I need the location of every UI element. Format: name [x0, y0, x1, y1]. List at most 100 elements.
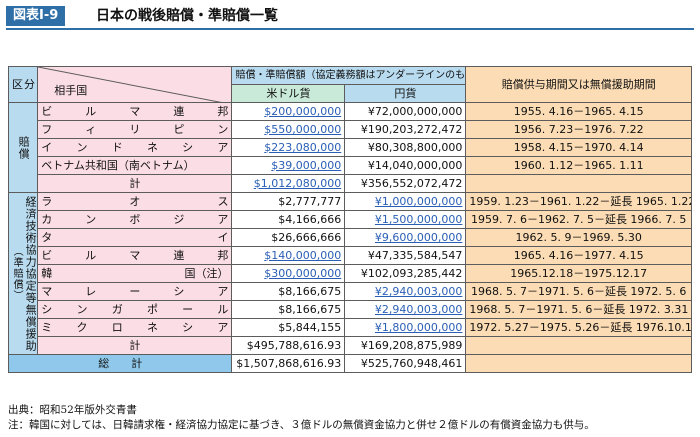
- usd-cell: $8,166,675: [231, 300, 346, 319]
- reparations-table: 区分 相手国 賠償・準賠償額（協定義務額はアンダーラインのもの） 賠償供与期間又は無償…: [7, 66, 692, 373]
- country-char: ビ: [41, 105, 53, 118]
- country-char: ィ: [85, 123, 97, 136]
- period-cell: 1965. 4.16－1977. 4.15: [465, 246, 692, 265]
- usd-cell-value: $300,000,000: [264, 267, 342, 280]
- subtotal-label: 計: [37, 174, 233, 193]
- country-header-label: 相手国: [54, 84, 88, 97]
- country-char: ロ: [111, 321, 123, 334]
- country-name: ベトナム共和国（南ベトナム）: [41, 158, 228, 174]
- yen-cell-value: ¥1,500,000,000: [374, 213, 463, 226]
- usd-cell: $8,166,675: [231, 282, 346, 301]
- country-char: ミ: [41, 321, 53, 334]
- country-char: ア: [217, 213, 229, 226]
- table-row: イ ン ド ネ シ ア $223,080,000 ¥80,308,800,000 1958. 4…: [9, 138, 692, 157]
- country-char: ン: [76, 303, 88, 316]
- group2-division-label-box: 経済技術協力協定等無償援助 （準賠償）: [11, 195, 38, 352]
- grand-total-period-empty: [465, 354, 692, 373]
- period-cell: 1962. 5. 9－1969. 5.30: [465, 228, 692, 247]
- country-char: マ: [41, 285, 53, 298]
- usd-cell: $26,666,666: [231, 228, 346, 247]
- period-cell: 1959. 7. 6－1962. 7. 5－延長 1966. 7. 5: [465, 210, 692, 229]
- yen-header: 円貨: [344, 84, 467, 103]
- country-char: ン: [76, 141, 88, 154]
- country-char: 邦: [217, 249, 229, 262]
- table-row: ベトナム共和国（南ベトナム） $39,000,000 ¥14,040,000,000…: [9, 156, 692, 175]
- usd-cell-value: $200,000,000: [264, 105, 342, 118]
- yen-cell: ¥47,335,584,547: [344, 246, 467, 265]
- period-cell: 1958. 4.15－1970. 4.14: [465, 138, 692, 157]
- country-char: ビ: [41, 249, 53, 262]
- country-name: 韓 国（注）: [41, 266, 228, 282]
- country-char: ル: [85, 249, 97, 262]
- yen-cell-value: ¥47,335,584,547: [367, 249, 463, 262]
- division-header-label: 区分: [12, 78, 36, 91]
- country-char: ン: [85, 213, 97, 226]
- yen-cell: ¥102,093,285,442: [344, 264, 467, 283]
- country-name: ラオス: [41, 194, 228, 210]
- yen-cell: ¥80,308,800,000: [344, 138, 467, 157]
- yen-cell: ¥2,940,003,000: [344, 300, 467, 319]
- subtotal-period-empty: [465, 336, 692, 355]
- country-char: ー: [182, 303, 194, 316]
- country-cell: ラオス: [37, 192, 233, 211]
- country-char: ボ: [129, 213, 141, 226]
- country-cell: インドネシア: [37, 138, 233, 157]
- period-cell: 1972. 5.27－1975. 5.26－延長 1976.10.15: [465, 318, 692, 337]
- country-char: タ: [41, 231, 53, 244]
- usd-cell-value: $26,666,666: [271, 231, 342, 244]
- table-row: 経済技術協力協定等無償援助 （準賠償）ラオス $2,777,777 ¥1,000,00…: [7, 192, 692, 355]
- country-char: マ: [129, 105, 141, 118]
- country-cell: カンボジア: [37, 210, 233, 229]
- country-char: 韓: [41, 267, 53, 280]
- subtotal-usd: $1,012,080,000: [231, 174, 346, 193]
- country-char: ド: [111, 141, 123, 154]
- yen-cell-value: ¥2,940,003,000: [374, 303, 463, 316]
- usd-cell: $550,000,000: [231, 120, 346, 139]
- usd-cell: $223,080,000: [231, 138, 346, 157]
- group2-division-cell: 経済技術協力協定等無償援助 （準賠償）: [7, 192, 39, 355]
- country-name: シンガポール: [41, 302, 228, 318]
- usd-cell: $39,000,000: [231, 156, 346, 175]
- country-cell: ベトナム共和国（南ベトナム）: [37, 156, 233, 175]
- country-char: リ: [129, 123, 141, 136]
- yen-cell-value: ¥1,800,000,000: [374, 321, 463, 334]
- country-name: インドネシア: [41, 140, 229, 156]
- country-char: シ: [41, 303, 53, 316]
- usd-cell-value: $4,166,666: [278, 213, 342, 226]
- yen-cell: ¥9,600,000,000: [344, 228, 467, 247]
- country-char: フ: [41, 123, 53, 136]
- country-cell: タイ: [37, 228, 233, 247]
- figure-label: 図表Ⅰ-9: [6, 6, 66, 26]
- country-char: ア: [217, 285, 229, 298]
- period-cell: 1960. 1.12－1965. 1.11: [465, 156, 692, 175]
- group2-division-label: 経済技術協力協定等無償援助: [24, 195, 38, 352]
- country-name: ミクロネシア: [41, 320, 228, 336]
- country-cell: ビルマ連邦: [37, 246, 233, 265]
- country-cell: フィリピン: [37, 120, 233, 139]
- usd-cell-value: $5,844,155: [278, 321, 342, 334]
- usd-cell-value: $223,080,000: [264, 141, 342, 154]
- country-char: 連: [173, 249, 185, 262]
- diagonal-line: [38, 67, 220, 102]
- table-row: タイ $26,666,666 ¥9,600,000,000 1962. 5. 9－19…: [9, 228, 692, 247]
- country-char: 連: [173, 105, 185, 118]
- country-cell: ミクロネシア: [37, 318, 233, 337]
- usd-cell: $200,000,000: [231, 102, 346, 121]
- period-header: 賠償供与期間又は無償援助期間: [465, 66, 692, 103]
- country-char: ア: [217, 141, 229, 154]
- subtotal-yen: ¥169,208,875,989: [344, 336, 467, 355]
- grand-total-row: 総 計 $1,507,868,616.93 ¥525,760,948,461: [7, 354, 692, 373]
- header-row-1: 区分 相手国 賠償・準賠償額（協定義務額はアンダーラインのもの） 賠償供与期間又は無償…: [7, 66, 692, 103]
- country-char: ベトナム共和国（南ベトナム）: [41, 159, 195, 172]
- usd-cell: $300,000,000: [231, 264, 346, 283]
- country-cell: ビルマ連邦: [37, 102, 233, 121]
- subtotal-row: 計 $495,788,616.93 ¥169,208,875,989: [9, 336, 692, 355]
- group1-division-cell: 賠償: [7, 102, 39, 193]
- period-cell: 1955. 4.16－1965. 4.15: [465, 102, 692, 121]
- yen-cell-value: ¥80,308,800,000: [367, 141, 463, 154]
- grand-total-usd: $1,507,868,616.93: [231, 354, 346, 373]
- country-char: オ: [129, 195, 141, 208]
- usd-cell-value: $39,000,000: [271, 159, 342, 172]
- group1-division-label-box: 賠償: [12, 136, 34, 160]
- usd-cell: $140,000,000: [231, 246, 346, 265]
